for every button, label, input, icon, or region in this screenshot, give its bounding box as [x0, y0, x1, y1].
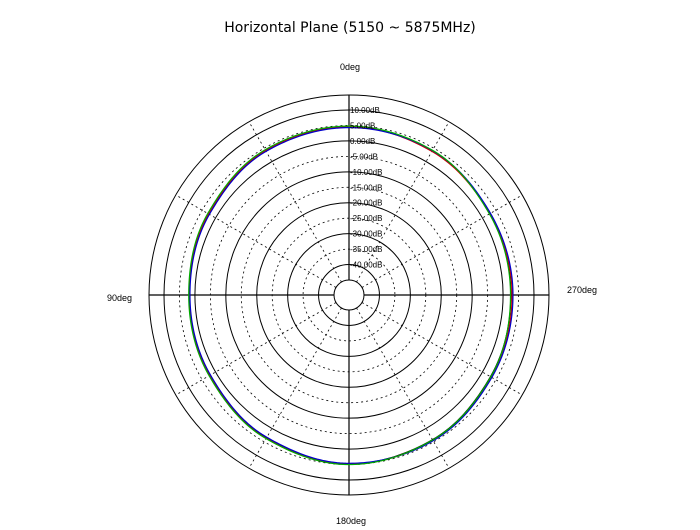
ring-label: -35.00dB [350, 245, 382, 254]
series-layer [188, 125, 514, 466]
labels-layer: 10.00dB 5.00dB 0.00dB -5.00dB -10.00dB -15.00… [107, 62, 597, 526]
chart-title: Horizontal Plane (5150 ~ 5875MHz) [224, 20, 476, 36]
center-ring [333, 279, 365, 311]
ring-label: -20.00dB [350, 199, 382, 208]
ring-label: -25.00dB [350, 214, 382, 223]
grid-spoke [361, 302, 523, 396]
ring-label: -15.00dB [350, 183, 382, 192]
ring-label: -30.00dB [350, 230, 382, 239]
series-trace-3 [189, 127, 514, 464]
ring-label: -10.00dB [350, 168, 382, 177]
ring-label: 10.00dB [350, 106, 380, 115]
ring-label: -40.00dB [350, 261, 382, 270]
series-trace-4 [188, 125, 512, 466]
ring-label: -5.00dB [350, 152, 378, 161]
polar-grid [148, 94, 550, 496]
grid-spoke [175, 194, 337, 288]
direction-label-bottom: 180deg [336, 516, 366, 526]
grid-spoke [175, 302, 337, 396]
direction-label-top: 0deg [340, 62, 360, 72]
grid-spoke [361, 194, 523, 288]
grid-spoke [356, 307, 450, 469]
ring-label: 5.00dB [350, 121, 375, 130]
ring-label: 0.00dB [350, 137, 375, 146]
direction-label-left: 90deg [107, 293, 132, 303]
direction-label-right: 270deg [567, 285, 597, 295]
